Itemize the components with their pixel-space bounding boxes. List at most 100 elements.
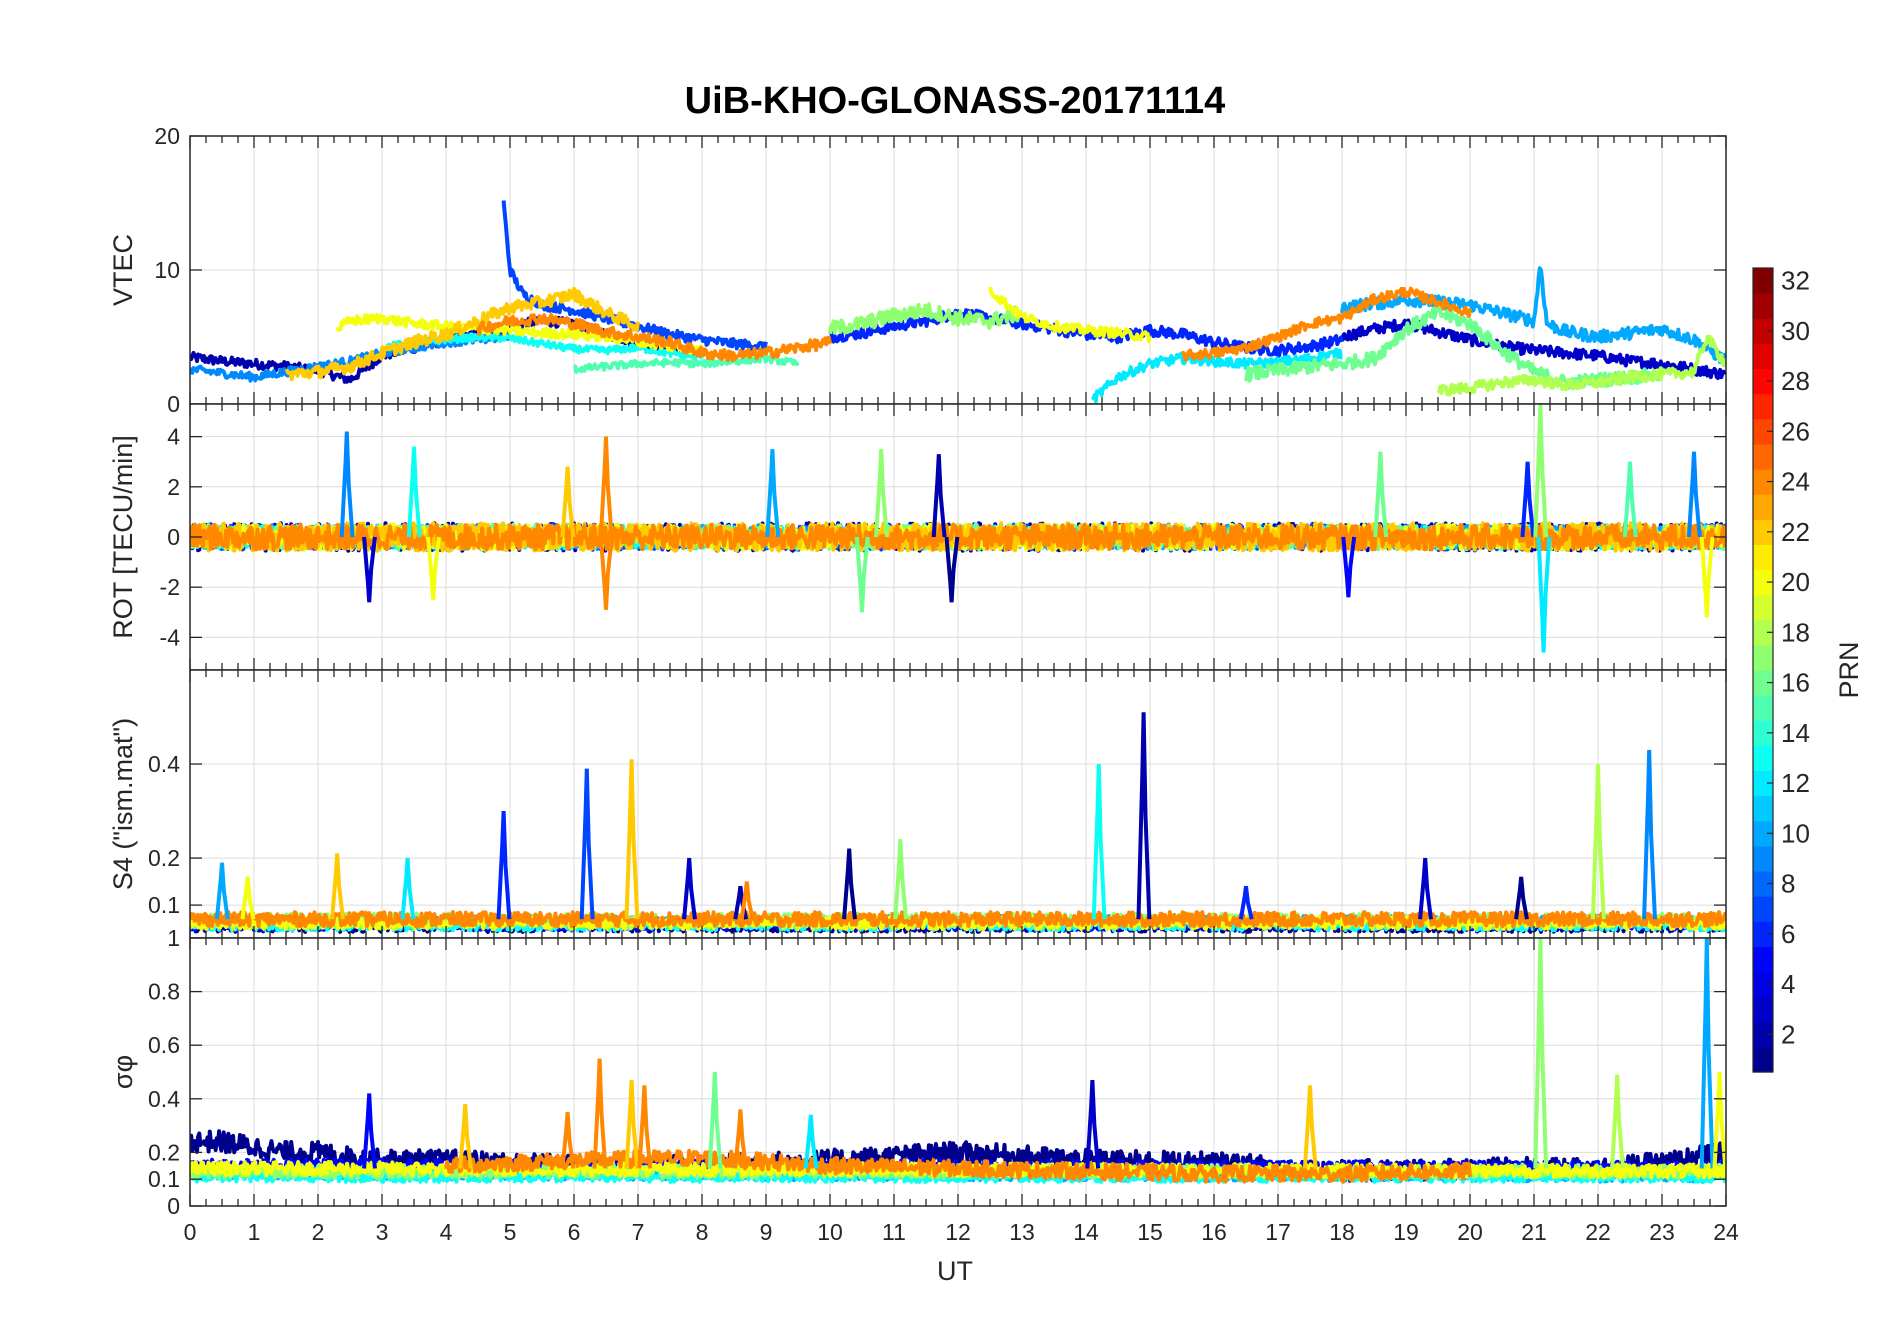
colorbar-band: [1753, 519, 1773, 545]
y-tick-label: 0.4: [148, 751, 180, 777]
spike-prn-12: [1536, 536, 1552, 653]
colorbar-band: [1753, 795, 1773, 822]
spike-prn-24: [739, 881, 755, 920]
spike-prn-6: [1238, 886, 1254, 920]
colorbar-band: [1753, 720, 1773, 746]
colorbar-band: [1753, 1021, 1773, 1048]
colorbar-band: [1753, 946, 1773, 973]
spike-prn-22: [560, 466, 576, 538]
colorbar-band: [1753, 845, 1773, 872]
series-group-vtec: [190, 200, 1726, 404]
colorbar-tick-label: 20: [1781, 567, 1810, 597]
colorbar-band: [1753, 871, 1773, 897]
spike-prn-10: [214, 862, 230, 920]
colorbar-tick-label: 24: [1781, 467, 1810, 497]
series-prn-24: [444, 1148, 1472, 1184]
y-tick-label: 10: [154, 257, 180, 283]
spike-prn-15: [1622, 461, 1638, 538]
colorbar-tick-label: 16: [1781, 668, 1810, 698]
colorbar-band: [1753, 670, 1773, 696]
colorbar-tick-label: 8: [1781, 869, 1795, 899]
spike-prn-20: [426, 536, 441, 600]
spike-prn-9: [339, 431, 355, 538]
colorbar-band: [1753, 544, 1773, 571]
x-tick-label: 19: [1393, 1219, 1419, 1245]
colorbar-band: [1753, 443, 1773, 470]
ticks-vtec: [189, 135, 1727, 405]
series-prn-20: [988, 286, 1152, 344]
colorbar-band: [1753, 418, 1773, 445]
y-tick-label: -4: [160, 624, 181, 650]
colorbar-tick-label: 14: [1781, 718, 1810, 748]
spike-prn-1: [842, 848, 857, 920]
y-tick-label: 20: [154, 123, 180, 149]
colorbar-tick-label: 32: [1781, 266, 1810, 296]
spike-prn-2: [1136, 712, 1152, 920]
colorbar-tick-label: 2: [1781, 1019, 1795, 1049]
colorbar-band: [1753, 569, 1773, 596]
ticks-rot: [189, 404, 1727, 670]
y-axis-label-rot: ROT [TECU/min]: [108, 435, 138, 639]
colorbar-band: [1753, 368, 1773, 395]
colorbar-label: PRN: [1834, 641, 1864, 698]
x-tick-label: 16: [1201, 1219, 1227, 1245]
x-tick-label: 9: [760, 1219, 773, 1245]
colorbar-band: [1753, 1046, 1773, 1073]
y-tick-label: 0: [167, 1193, 180, 1219]
colorbar-band: [1753, 268, 1773, 294]
x-tick-label: 21: [1521, 1219, 1547, 1245]
spike-prn-24: [733, 1109, 749, 1169]
y-tick-label: 0.2: [148, 845, 180, 871]
y-tick-label: 4: [167, 424, 180, 450]
spike-prn-24: [598, 536, 614, 610]
colorbar-band: [1753, 343, 1773, 370]
colorbar-tick-label: 22: [1781, 517, 1810, 547]
spike-prn-7: [579, 768, 595, 920]
spike-prn-3: [362, 536, 377, 603]
x-tick-label: 3: [376, 1219, 389, 1245]
spike-prn-3: [1418, 857, 1433, 920]
x-tick-label: 22: [1585, 1219, 1611, 1245]
spike-prn-3: [682, 857, 697, 920]
x-tick-label: 8: [696, 1219, 709, 1245]
y-tick-label: 0.8: [148, 979, 180, 1005]
y-axis-label-vtec: VTEC: [108, 234, 138, 306]
series-prn-24: [1181, 286, 1472, 362]
colorbar-band: [1753, 393, 1773, 420]
colorbar-band: [1753, 770, 1773, 797]
x-tick-label: 0: [184, 1219, 197, 1245]
spike-prn-22: [458, 1104, 473, 1169]
y-tick-label: 1: [167, 925, 180, 951]
y-axis-label-sigma_phi: σφ: [108, 1055, 138, 1089]
spike-prn-17: [1533, 938, 1549, 1169]
x-tick-label: 17: [1265, 1219, 1291, 1245]
x-tick-label: 12: [945, 1219, 971, 1245]
series-prn-12: [1090, 347, 1343, 404]
x-tick-label: 18: [1329, 1219, 1355, 1245]
spike-prn-17: [1533, 404, 1549, 538]
series-prn-10: [1340, 266, 1726, 367]
spike-prn-24: [637, 1085, 653, 1169]
spike-prn-6: [1520, 461, 1536, 538]
ticks-s4: [189, 670, 1727, 938]
x-tick-label: 6: [568, 1219, 581, 1245]
colorbar-tick-label: 18: [1781, 617, 1810, 647]
spike-prn-24: [560, 1112, 576, 1169]
colorbar-band: [1753, 745, 1773, 772]
panel-rot: -4 -2 0 2 4 ROT [TECU/min]: [108, 403, 1727, 671]
spike-prn-20: [1699, 536, 1715, 618]
series-prn-18: [1436, 334, 1726, 397]
colorbar-frame: [1752, 267, 1774, 1073]
y-tick-label: 0.2: [148, 1139, 180, 1165]
spike-prn-1: [1514, 876, 1529, 920]
spike-prn-16: [707, 1071, 723, 1169]
ticks-sigma_phi: [189, 937, 1727, 1207]
x-axis: 0 1 2 3 4 5 6 7 8 9 10 11 12 13 14 15 16 17 18 19 20 21 22 23 24: [184, 1219, 1739, 1245]
x-tick-label: 11: [882, 1219, 906, 1245]
series-group-rot: [190, 404, 1726, 653]
colorbar-tick-label: 10: [1781, 818, 1810, 848]
spike-prn-12: [803, 1114, 819, 1169]
spike-prn-9: [1686, 451, 1702, 538]
